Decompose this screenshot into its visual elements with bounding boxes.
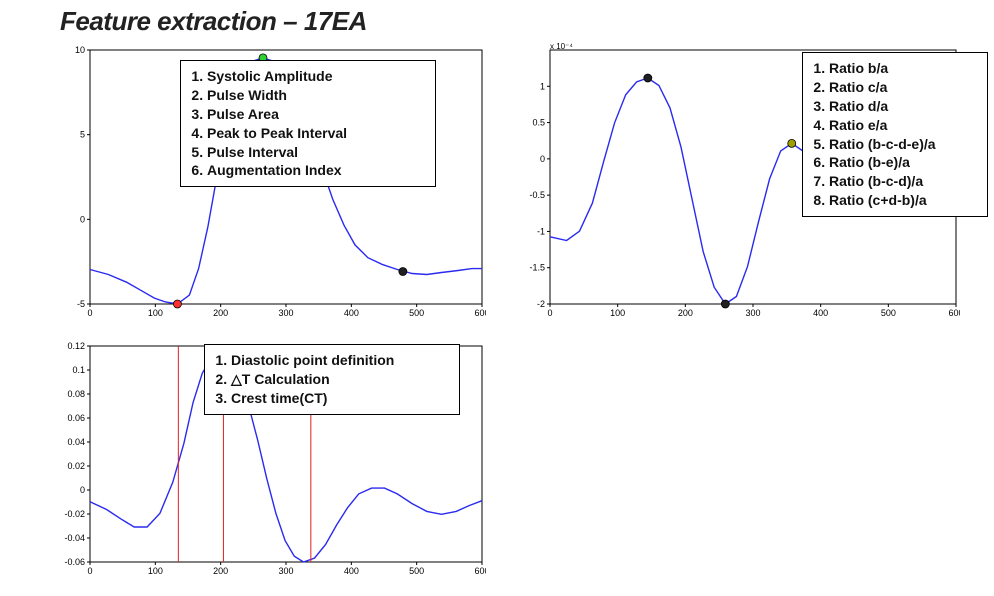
svg-text:-1: -1 — [537, 226, 545, 236]
svg-text:600: 600 — [474, 308, 486, 318]
svg-text:100: 100 — [148, 566, 163, 576]
svg-text:0.12: 0.12 — [67, 341, 85, 351]
svg-text:200: 200 — [678, 308, 693, 318]
vpg-legend-item: △T Calculation — [231, 370, 449, 389]
svg-text:0.08: 0.08 — [67, 389, 85, 399]
apg-legend-item: Ratio (b-c-d-e)/a — [829, 135, 977, 154]
svg-text:-0.04: -0.04 — [64, 533, 85, 543]
svg-text:500: 500 — [409, 566, 424, 576]
svg-text:0: 0 — [87, 566, 92, 576]
apg-legend: Ratio b/a Ratio c/a Ratio d/a Ratio e/a … — [802, 52, 988, 217]
svg-text:200: 200 — [213, 566, 228, 576]
svg-text:x 10⁻⁴: x 10⁻⁴ — [550, 42, 573, 51]
ppg-legend-item: Pulse Width — [207, 86, 425, 105]
svg-text:500: 500 — [881, 308, 896, 318]
svg-text:0: 0 — [547, 308, 552, 318]
page-title: Feature extraction – 17EA — [60, 6, 367, 37]
svg-text:-0.02: -0.02 — [64, 509, 85, 519]
svg-text:0.02: 0.02 — [67, 461, 85, 471]
svg-text:0.04: 0.04 — [67, 437, 85, 447]
ppg-legend: Systolic Amplitude Pulse Width Pulse Are… — [180, 60, 436, 187]
ppg-legend-item: Peak to Peak Interval — [207, 124, 425, 143]
svg-text:1: 1 — [540, 81, 545, 91]
svg-text:600: 600 — [948, 308, 960, 318]
svg-text:0.5: 0.5 — [532, 118, 545, 128]
svg-text:200: 200 — [213, 308, 228, 318]
svg-text:600: 600 — [474, 566, 486, 576]
vpg-legend-item: Crest time(CT) — [231, 389, 449, 408]
svg-text:100: 100 — [610, 308, 625, 318]
ppg-legend-item: Pulse Interval — [207, 143, 425, 162]
svg-text:300: 300 — [745, 308, 760, 318]
apg-legend-item: Ratio e/a — [829, 116, 977, 135]
svg-text:400: 400 — [344, 566, 359, 576]
svg-text:10: 10 — [75, 45, 85, 55]
svg-text:-5: -5 — [77, 299, 85, 309]
apg-legend-item: Ratio d/a — [829, 97, 977, 116]
ppg-legend-item: Augmentation Index — [207, 161, 425, 180]
apg-legend-item: Ratio b/a — [829, 59, 977, 78]
svg-text:-0.5: -0.5 — [529, 190, 545, 200]
svg-text:0: 0 — [80, 214, 85, 224]
svg-text:0.06: 0.06 — [67, 413, 85, 423]
svg-text:0: 0 — [80, 485, 85, 495]
svg-text:300: 300 — [278, 308, 293, 318]
svg-text:300: 300 — [278, 566, 293, 576]
svg-text:-0.06: -0.06 — [64, 557, 85, 567]
vpg-legend-item: Diastolic point definition — [231, 351, 449, 370]
svg-text:0.1: 0.1 — [72, 365, 85, 375]
svg-text:-2: -2 — [537, 299, 545, 309]
svg-text:-1.5: -1.5 — [529, 263, 545, 273]
ppg-legend-item: Systolic Amplitude — [207, 67, 425, 86]
svg-text:500: 500 — [409, 308, 424, 318]
svg-text:0: 0 — [540, 154, 545, 164]
ppg-legend-item: Pulse Area — [207, 105, 425, 124]
apg-legend-item: Ratio c/a — [829, 78, 977, 97]
svg-text:100: 100 — [148, 308, 163, 318]
apg-legend-item: Ratio (c+d-b)/a — [829, 191, 977, 210]
svg-text:5: 5 — [80, 130, 85, 140]
vpg-legend: Diastolic point definition △T Calculatio… — [204, 344, 460, 415]
svg-text:400: 400 — [813, 308, 828, 318]
svg-text:400: 400 — [344, 308, 359, 318]
apg-legend-item: Ratio (b-c-d)/a — [829, 172, 977, 191]
svg-text:0: 0 — [87, 308, 92, 318]
apg-legend-item: Ratio (b-e)/a — [829, 153, 977, 172]
